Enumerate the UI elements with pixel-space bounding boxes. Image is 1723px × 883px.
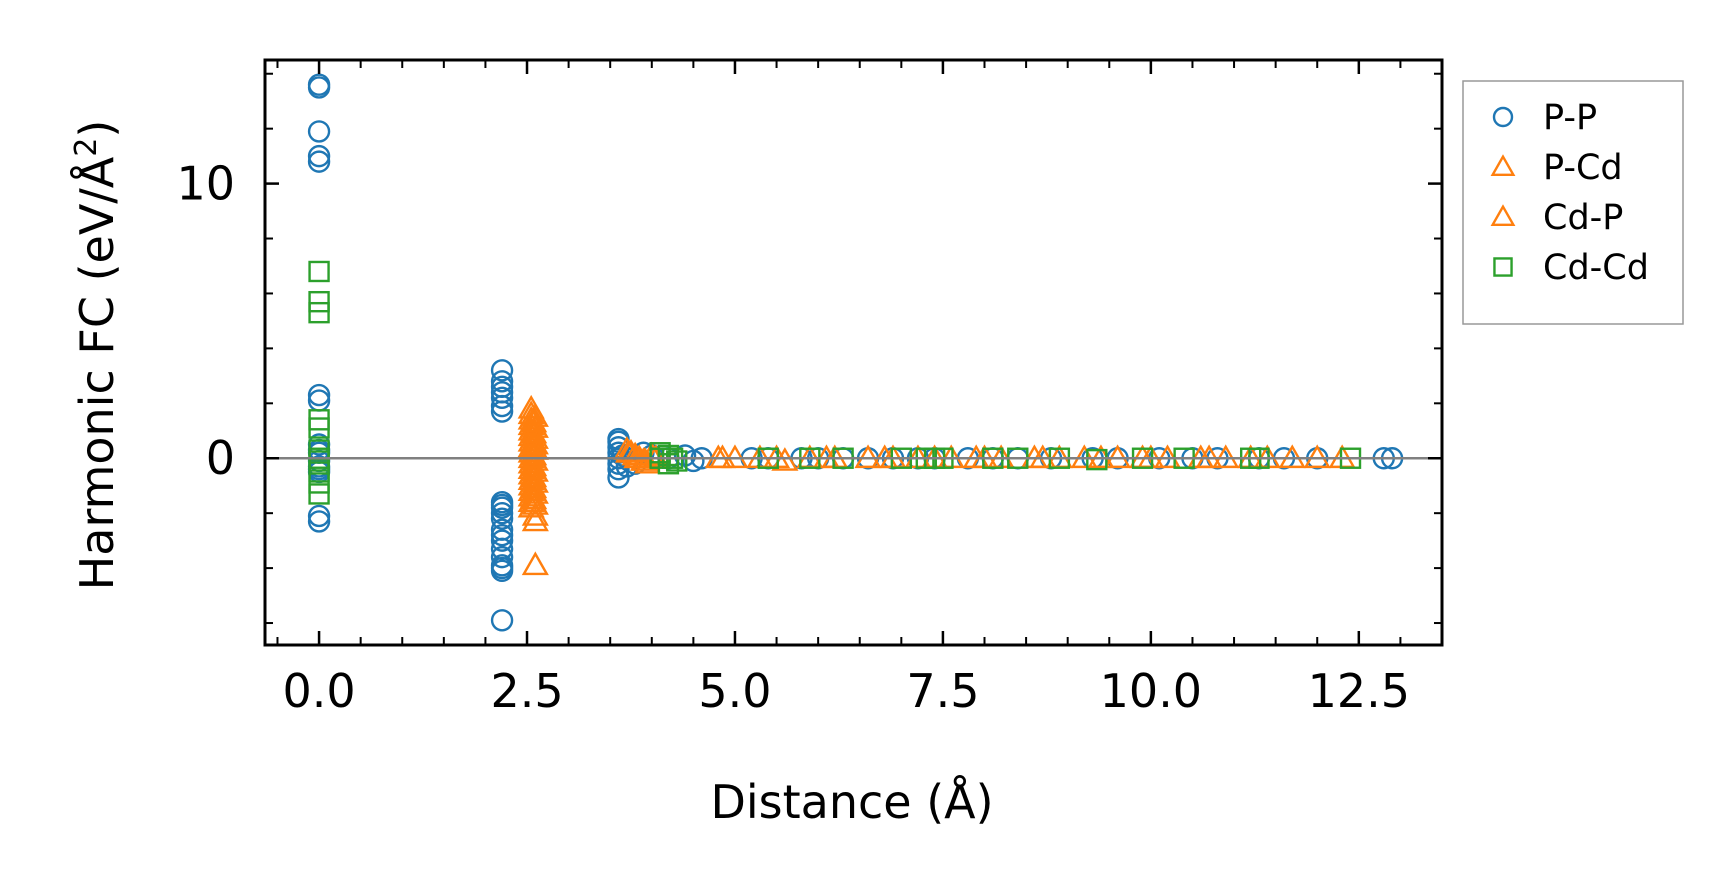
x-tick-label: 10.0 — [1100, 664, 1202, 718]
legend-marker — [1492, 106, 1514, 128]
point-P-Cd — [521, 507, 549, 532]
point-P-Cd — [521, 501, 549, 526]
point-Cd-P — [871, 444, 899, 469]
legend-marker — [1490, 204, 1516, 226]
point-P-P — [307, 510, 331, 533]
legend-entry: P-Cd — [1490, 148, 1623, 188]
svg-text:Harmonic FC (eV/Å2): Harmonic FC (eV/Å2) — [69, 120, 125, 591]
point-P-P — [490, 386, 514, 410]
point-P-Cd — [521, 551, 549, 576]
x-tick-label: 0.0 — [282, 664, 355, 718]
point-Cd-Cd — [308, 290, 330, 313]
point-P-P — [490, 400, 514, 423]
point-Cd-Cd — [308, 417, 330, 439]
x-tick-label: 5.0 — [698, 664, 771, 718]
point-P-P — [307, 144, 331, 168]
point-P-Cd — [1070, 444, 1098, 469]
y-axis-label-sup: 2 — [69, 138, 104, 157]
point-P-P — [490, 394, 514, 418]
point-P-P — [490, 507, 514, 530]
point-P-Cd — [521, 491, 549, 515]
point-P-P — [490, 609, 514, 632]
point-Cd-Cd — [666, 450, 688, 472]
point-Cd-Cd — [308, 472, 330, 494]
y-tick-label: 10 — [176, 157, 235, 211]
x-tick-label: 7.5 — [906, 664, 979, 718]
y-axis-label-main: Harmonic FC (eV/Å — [70, 156, 124, 590]
legend-entry: P-P — [1492, 98, 1597, 138]
point-Cd-P — [623, 444, 651, 469]
point-P-Cd — [1153, 444, 1182, 469]
point-P-P — [307, 383, 331, 407]
point-P-P — [490, 359, 514, 382]
y-axis-label: Harmonic FC (eV/Å2) — [69, 120, 125, 591]
axes: 0.0 2.5 5.0 7.5 10.0 12.5 0 10 — [176, 58, 1444, 718]
point-Cd-Cd — [308, 260, 330, 283]
point-P-P — [490, 523, 514, 547]
point-Cd-P — [812, 444, 841, 469]
point-Cd-Cd — [308, 461, 330, 483]
point-P-P — [490, 370, 514, 393]
y-tick-label: 0 — [206, 431, 235, 485]
point-Cd-Cd — [308, 483, 330, 505]
legend-marker — [1493, 257, 1513, 277]
legend-label: P-Cd — [1543, 148, 1623, 188]
y-axis-label-close: ) — [70, 120, 124, 138]
legend-label: P-P — [1543, 98, 1597, 138]
legend-entry: Cd-Cd — [1493, 248, 1649, 288]
point-P-Cd — [771, 447, 799, 471]
plot-frame — [263, 58, 1444, 647]
point-Cd-Cd — [1086, 448, 1108, 471]
legend-box — [1462, 80, 1684, 325]
legend-marker — [1490, 154, 1516, 176]
point-P-Cd — [1104, 444, 1132, 469]
point-Cd-P — [520, 485, 548, 510]
point-Cd-Cd — [308, 301, 330, 324]
point-P-P — [307, 150, 331, 173]
point-P-P — [307, 120, 331, 143]
series-P-P — [307, 73, 1404, 632]
point-Cd-P — [1195, 444, 1223, 469]
point-P-P — [490, 501, 514, 525]
point-P-P — [490, 545, 514, 569]
legend: P-P P-Cd Cd-P Cd-Cd — [1462, 80, 1684, 325]
legend-entry: Cd-P — [1490, 198, 1623, 238]
point-P-Cd — [1303, 444, 1331, 469]
point-P-P — [490, 559, 514, 583]
data-marks — [307, 73, 1404, 632]
point-P-P — [490, 493, 514, 517]
point-Cd-P — [520, 474, 548, 499]
x-axis-label: Distance (Å) — [710, 775, 993, 829]
point-P-P — [307, 504, 331, 528]
point-P-Cd — [854, 444, 882, 469]
series-P-Cd — [517, 394, 1356, 576]
legend-label: Cd-Cd — [1543, 248, 1649, 288]
point-P-Cd — [1278, 444, 1306, 469]
point-P-P — [307, 76, 331, 99]
legend-label: Cd-P — [1543, 198, 1623, 238]
x-tick-label: 12.5 — [1308, 664, 1410, 718]
x-tick-label: 2.5 — [490, 664, 563, 718]
point-Cd-P — [1029, 444, 1057, 469]
point-P-P — [490, 529, 514, 552]
point-P-Cd — [1212, 444, 1240, 469]
point-Cd-P — [708, 444, 737, 469]
point-Cd-Cd — [308, 409, 330, 431]
